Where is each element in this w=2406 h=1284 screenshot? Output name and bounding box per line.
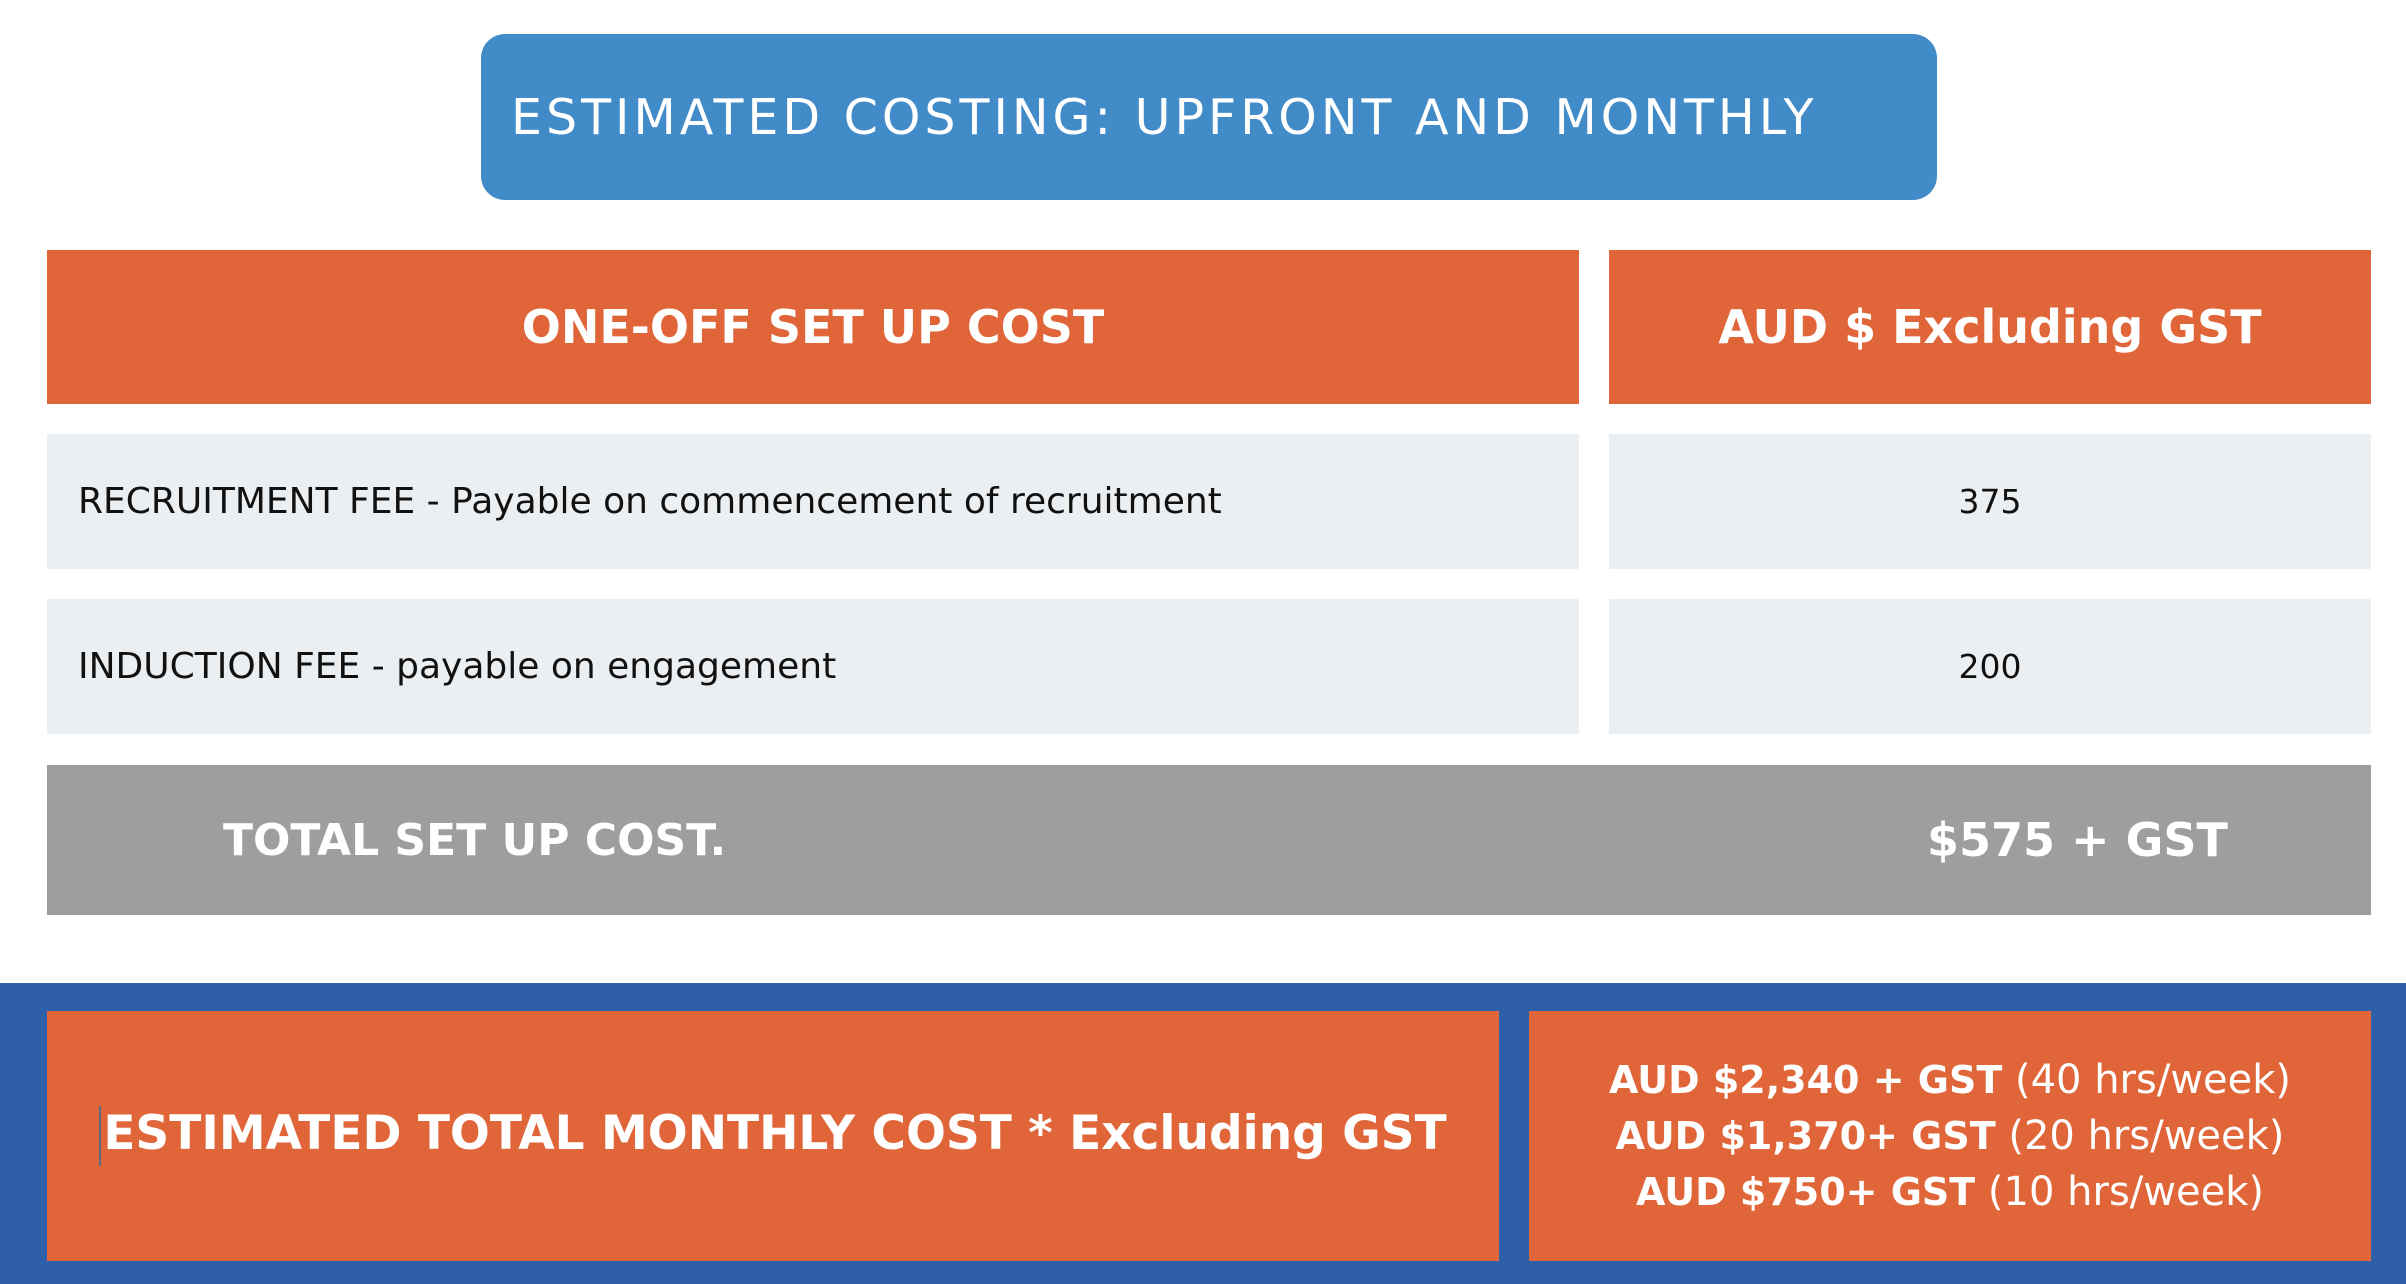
table-row-induction-value: 200	[1609, 599, 2371, 734]
monthly-cost-label-text: ESTIMATED TOTAL MONTHLY COST * Excluding…	[103, 1105, 1447, 1161]
title-banner: ESTIMATED COSTING: UPFRONT AND MONTHLY	[481, 34, 1937, 200]
monthly-price-20hrs-hours: (20 hrs/week)	[2008, 1113, 2285, 1159]
header-setup-cost-label: ONE-OFF SET UP COST	[521, 300, 1105, 354]
monthly-price-40hrs-hours: (40 hrs/week)	[2014, 1057, 2292, 1103]
monthly-cost-prices-box: AUD $2,340 + GST (40 hrs/week) AUD $1,37…	[1529, 1011, 2371, 1261]
total-setup-cost-value: $575 + GST	[1927, 813, 2228, 867]
page-title: ESTIMATED COSTING: UPFRONT AND MONTHLY	[511, 88, 1818, 146]
table-row-recruitment-value: 375	[1609, 434, 2371, 569]
total-setup-cost-label: TOTAL SET UP COST.	[223, 814, 727, 866]
recruitment-fee-label: RECRUITMENT FEE - Payable on commencemen…	[78, 481, 1222, 522]
monthly-price-40hrs: AUD $2,340 + GST (40 hrs/week)	[1529, 1052, 2371, 1108]
recruitment-fee-value: 375	[1958, 482, 2022, 521]
monthly-price-40hrs-amount: AUD $2,340 + GST	[1608, 1058, 2003, 1102]
monthly-price-list: AUD $2,340 + GST (40 hrs/week) AUD $1,37…	[1529, 1052, 2371, 1220]
table-row-recruitment-label: RECRUITMENT FEE - Payable on commencemen…	[47, 434, 1579, 569]
total-setup-cost-bar: TOTAL SET UP COST. $575 + GST	[47, 765, 2371, 915]
monthly-price-20hrs: AUD $1,370+ GST (20 hrs/week)	[1529, 1108, 2371, 1164]
monthly-price-10hrs-hours: (10 hrs/week)	[1987, 1169, 2264, 1215]
monthly-price-20hrs-amount: AUD $1,370+ GST	[1615, 1114, 1996, 1158]
induction-fee-value: 200	[1958, 647, 2022, 686]
text-cursor	[99, 1106, 102, 1167]
header-currency: AUD $ Excluding GST	[1609, 250, 2371, 404]
monthly-cost-label-box: ESTIMATED TOTAL MONTHLY COST * Excluding…	[47, 1011, 1499, 1261]
monthly-price-10hrs-amount: AUD $750+ GST	[1636, 1170, 1976, 1214]
table-row-induction-label: INDUCTION FEE - payable on engagement	[47, 599, 1579, 734]
header-setup-cost: ONE-OFF SET UP COST	[47, 250, 1579, 404]
header-currency-label: AUD $ Excluding GST	[1718, 300, 2262, 354]
induction-fee-label: INDUCTION FEE - payable on engagement	[78, 646, 837, 687]
monthly-price-10hrs: AUD $750+ GST (10 hrs/week)	[1529, 1164, 2371, 1220]
monthly-cost-label: ESTIMATED TOTAL MONTHLY COST * Excluding…	[47, 1106, 1499, 1167]
